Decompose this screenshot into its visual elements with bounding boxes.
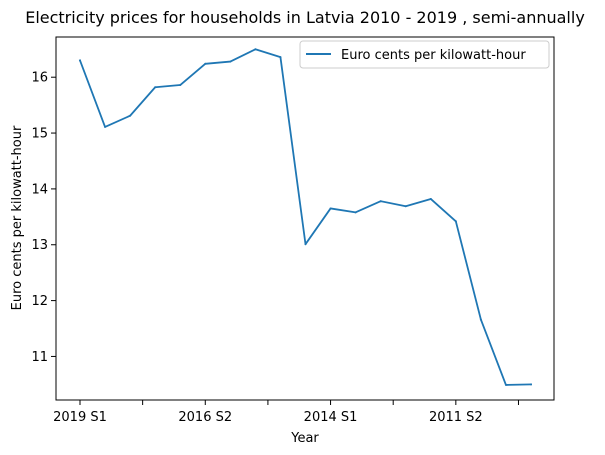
data-point (279, 56, 282, 59)
y-tick-label: 11 (31, 350, 48, 365)
y-axis: 11 12 13 14 15 16 (31, 71, 56, 365)
x-tick-label: 2014 S1 (304, 410, 358, 425)
x-tick-label: 2016 S2 (178, 410, 232, 425)
data-point (229, 60, 232, 63)
y-axis-label: Euro cents per kilowatt-hour (10, 125, 25, 310)
series-layer (78, 48, 532, 386)
data-point (179, 84, 182, 87)
y-tick-label: 12 (31, 294, 48, 309)
data-point (504, 383, 507, 386)
x-tick-label: 2011 S2 (429, 410, 483, 425)
data-point (404, 205, 407, 208)
data-point (454, 220, 457, 223)
data-point (354, 211, 357, 214)
legend-label: Euro cents per kilowatt-hour (341, 48, 526, 63)
data-point (204, 62, 207, 65)
data-point (154, 86, 157, 89)
data-point (379, 200, 382, 203)
data-point (479, 318, 482, 321)
chart-title: Electricity prices for households in Lat… (25, 8, 585, 27)
data-point (104, 125, 107, 128)
data-point (79, 59, 81, 62)
y-tick-label: 16 (31, 71, 48, 86)
y-tick-label: 13 (31, 238, 48, 253)
y-tick-label: 14 (31, 182, 48, 197)
data-point (254, 48, 257, 51)
plot-frame (55, 36, 555, 401)
x-axis: 2019 S1 2016 S2 2014 S1 2011 S2 (53, 400, 519, 425)
data-point (429, 197, 432, 200)
data-point (129, 114, 132, 117)
data-point (530, 383, 532, 386)
data-point (329, 207, 332, 210)
legend: Euro cents per kilowatt-hour (299, 40, 550, 69)
legend-box (299, 40, 550, 69)
x-axis-label: Year (290, 431, 319, 446)
y-tick-label: 15 (31, 127, 48, 142)
data-point (304, 243, 307, 246)
x-tick-label: 2019 S1 (53, 410, 107, 425)
plot-area: 11 12 13 14 15 16 2019 S1 2016 S2 2014 S1 2011 S… (31, 36, 555, 425)
